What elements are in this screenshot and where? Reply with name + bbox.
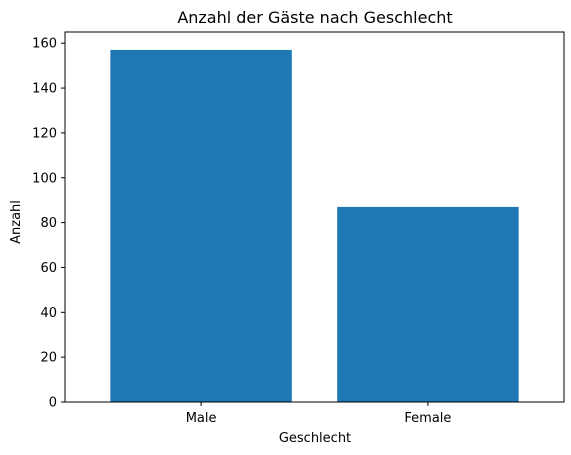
x-tick-label-male: Male [186,411,217,426]
x-tick-label-female: Female [404,411,451,426]
y-tick-label-60: 60 [40,261,57,276]
x-axis-title: Geschlecht [279,431,351,446]
bar-male [110,49,292,402]
bars-layer [110,49,519,402]
axes-layer [64,31,565,403]
y-axis-title: Anzahl [9,200,24,244]
y-tick-label-0: 0 [49,396,57,411]
y-tick-label-160: 160 [32,37,57,52]
y-tick-label-100: 100 [32,171,57,186]
y-tick-label-20: 20 [40,351,57,366]
y-ticks: 0 20 40 60 80 100 120 140 160 [32,37,65,411]
y-tick-label-140: 140 [32,82,57,97]
y-tick-label-40: 40 [40,306,57,321]
y-tick-label-120: 120 [32,126,57,141]
x-ticks: Male Female [186,402,451,426]
chart-title: Anzahl der Gäste nach Geschlecht [177,8,452,27]
bar-female [337,206,519,402]
y-tick-label-80: 80 [40,216,57,231]
plot-frame [64,31,565,403]
